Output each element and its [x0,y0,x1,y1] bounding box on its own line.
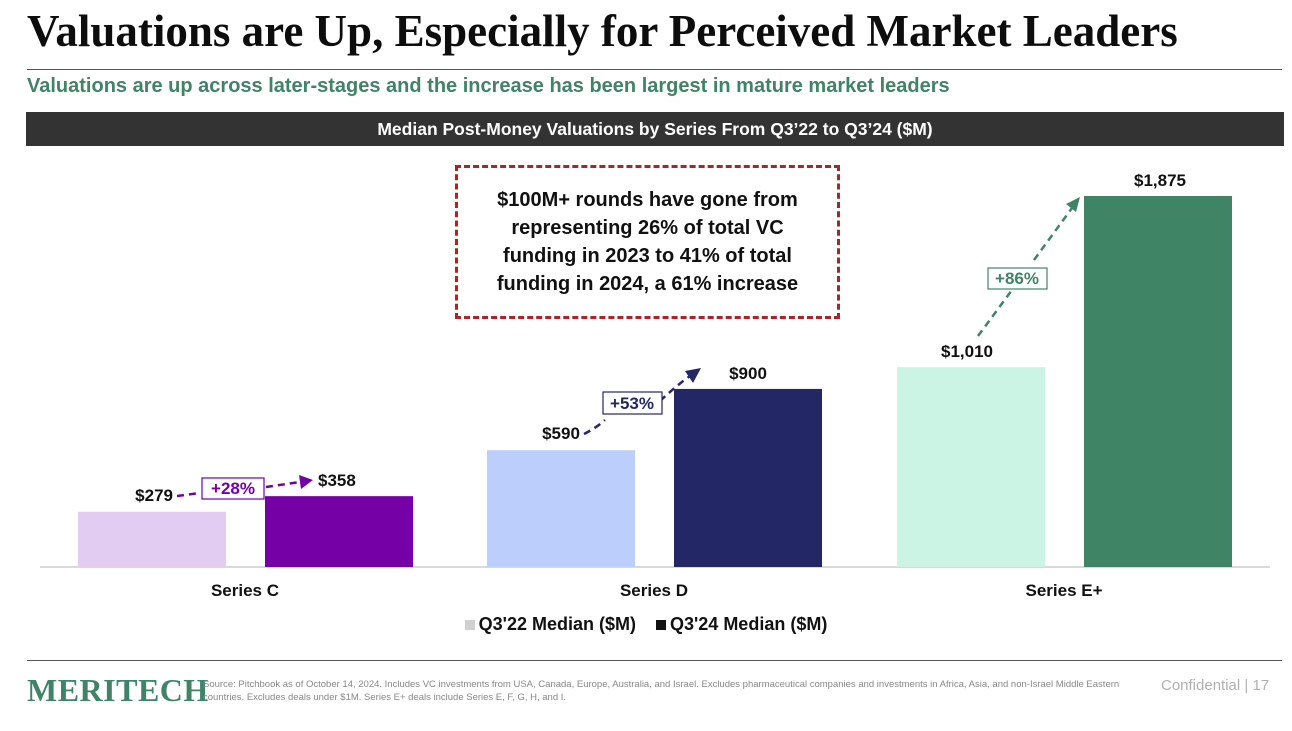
category-label-2: Series D [620,581,688,600]
change-box-3 [987,267,1048,290]
bar-q24-3 [1084,196,1232,567]
value-label-q22-2: $590 [542,424,580,443]
change-arrowhead-2 [685,368,701,383]
value-label-q24-1: $358 [318,471,356,490]
change-arrowhead-3 [1066,197,1080,212]
slide-title: Valuations are Up, Especially for Percei… [27,6,1178,56]
change-arrowhead-1 [299,475,313,489]
bar-q22-3 [897,367,1045,567]
bar-q24-1 [265,496,413,567]
value-label-q22-3: $1,010 [941,342,993,361]
chart-banner: Median Post-Money Valuations by Series F… [26,112,1284,146]
change-box-2 [602,391,663,415]
value-label-q24-2: $900 [729,364,767,383]
change-arrow-3 [976,207,1074,337]
footer-divider [27,660,1282,661]
bar-q22-2 [487,450,635,567]
legend-item-q22: Q3'22 Median ($M) [464,614,636,635]
slide-subtitle: Valuations are up across later-stages an… [27,75,950,97]
legend-swatch-q24 [656,619,666,630]
change-box-1 [201,477,265,500]
legend-item-q24: Q3'24 Median ($M) [656,614,827,635]
value-label-q22-1: $279 [135,486,173,505]
chart-legend: Q3'22 Median ($M) Q3'24 Median ($M) [0,614,1292,635]
legend-label-q24: Q3'24 Median ($M) [670,614,828,634]
legend-swatch-q22 [464,619,475,630]
valuation-bar-chart: Series C $279 $358 +28% Series D $590 $900 +53%… [40,171,1270,600]
change-label-3: +86% [995,269,1039,288]
confidential-page-number: Confidential | 17 [1161,677,1270,694]
change-label-1: +28% [211,479,255,498]
change-label-2: +53% [610,394,654,413]
callout-text: $100M+ rounds have gone from representin… [496,189,799,295]
title-divider [27,69,1282,70]
change-arrow-2 [583,374,691,436]
callout-box: $100M+ rounds have gone from representin… [455,165,840,319]
bar-q22-1 [78,511,226,567]
source-note: Source: Pitchbook as of October 14, 2024… [203,679,1120,703]
category-label-1: Series C [211,581,279,600]
bar-q24-2 [674,388,822,567]
category-label-3: Series E+ [1025,581,1102,600]
legend-label-q22: Q3'22 Median ($M) [478,614,636,634]
value-label-q24-3: $1,875 [1134,171,1186,190]
meritech-logo: MERITECH [27,672,209,708]
change-arrow-1 [176,480,301,498]
